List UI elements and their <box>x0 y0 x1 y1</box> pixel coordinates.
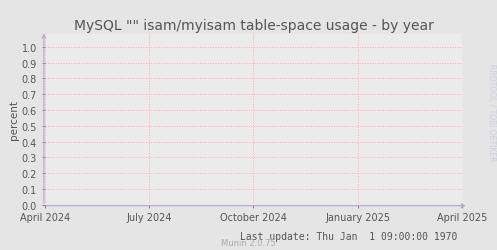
Text: Munin 2.0.75: Munin 2.0.75 <box>221 238 276 248</box>
Text: Last update: Thu Jan  1 09:00:00 1970: Last update: Thu Jan 1 09:00:00 1970 <box>240 231 457 241</box>
Text: RRDTOOL / TOBI OETIKER: RRDTOOL / TOBI OETIKER <box>487 64 496 161</box>
Title: MySQL "" isam/myisam table-space usage - by year: MySQL "" isam/myisam table-space usage -… <box>74 18 433 32</box>
Y-axis label: percent: percent <box>9 100 19 140</box>
